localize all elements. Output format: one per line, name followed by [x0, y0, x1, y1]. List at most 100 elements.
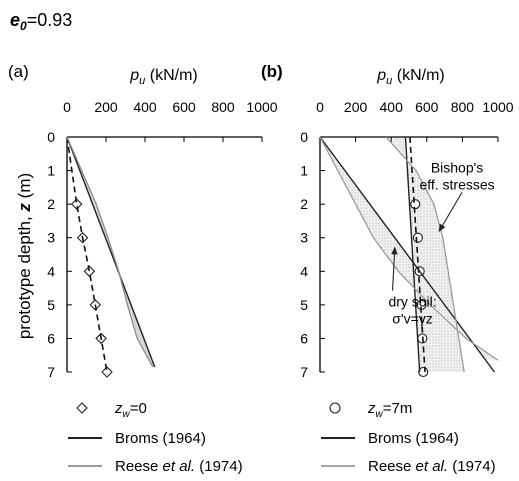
legend-sub: w	[123, 409, 131, 420]
panel-b-xlabel-var: p	[376, 67, 386, 84]
legend-symbol-circle	[329, 402, 341, 414]
panel-a-xlabel-var: p	[129, 67, 139, 84]
annotation-arrow	[391, 246, 398, 291]
legend-var: z	[114, 400, 123, 417]
y-tick-label: 5	[300, 297, 308, 313]
x-tick-label: 600	[172, 99, 196, 115]
data-point-circle	[412, 232, 423, 243]
x-tick-label: 200	[94, 99, 118, 115]
panel-b-legend: zw=7m Broms (1964) Reese et al. (1974)	[321, 400, 496, 475]
y-axis-label: prototype depth, z (m)	[15, 173, 34, 339]
x-tick-label: 400	[133, 99, 157, 115]
y-tick-label: 2	[300, 196, 308, 212]
y-axis-label-pre: prototype depth,	[15, 212, 34, 340]
x-tick-label: 0	[316, 99, 324, 115]
legend-item-broms: Broms (1964)	[68, 430, 206, 447]
legend-label: zw=0	[114, 400, 147, 420]
panel-a-plot: 0 200 400 600 800 1000 0 1 2 3 4 5 6 7	[47, 99, 278, 380]
legend-item-reese: Reese et al. (1974)	[68, 458, 243, 475]
legend-rest: (1974)	[448, 458, 496, 475]
y-tick-label: 6	[300, 330, 308, 346]
annotation-formula: σ'v=γz	[392, 311, 433, 327]
panel-a-xlabel: pu (kN/m)	[129, 67, 197, 87]
void-ratio-label: e0=0.93	[10, 10, 72, 33]
y-tick-label: 2	[47, 196, 55, 212]
legend-label: Broms (1964)	[115, 430, 206, 447]
legend-item-zw7: zw=7m	[329, 400, 412, 420]
panel-b: (b) pu (kN/m) 0 200 400 600 800 1000 0 1 2 3 4 5 6 7 B…	[261, 62, 514, 475]
legend-label: Reese et al. (1974)	[115, 458, 243, 475]
legend-item-broms: Broms (1964)	[321, 430, 459, 447]
series-reese-dry	[319, 136, 499, 361]
y-axis-label-var: z	[15, 203, 34, 213]
x-tick-label: 1000	[246, 99, 277, 115]
x-tick-label: 800	[451, 99, 475, 115]
x-tick-label: 600	[415, 99, 439, 115]
panel-b-label: (b)	[261, 62, 283, 81]
series-reese	[66, 136, 154, 368]
series-broms-dry	[319, 136, 496, 373]
legend-var: z	[367, 400, 376, 417]
panel-b-xlabel: pu (kN/m)	[376, 67, 444, 87]
series-broms-bishop	[404, 136, 421, 373]
data-point-diamond	[83, 265, 96, 278]
legend-rest: =0	[130, 400, 147, 417]
x-tick-label: 1000	[482, 99, 513, 115]
legend-label: Reese et al. (1974)	[368, 458, 496, 475]
legend-label: zw=7m	[367, 400, 412, 420]
void-ratio-sub: 0	[20, 19, 27, 33]
legend-symbol-diamond	[76, 402, 88, 414]
panel-a-xlabel-unit: (kN/m)	[145, 67, 197, 84]
x-tick-label: 800	[211, 99, 235, 115]
legend-plain: Broms (1964)	[115, 430, 206, 447]
legend-item-reese: Reese et al. (1974)	[321, 458, 496, 475]
data-point-diamond	[101, 366, 113, 378]
series-broms	[66, 136, 156, 368]
panel-b-xlabel-unit: (kN/m)	[392, 67, 444, 84]
data-point-diamond	[70, 198, 83, 210]
x-tick-label: 0	[63, 99, 71, 115]
annotation-text: Bishop's	[431, 159, 483, 175]
legend-label: Broms (1964)	[368, 430, 459, 447]
legend-rest: =7m	[383, 400, 413, 417]
x-tick-label: 200	[344, 99, 368, 115]
y-tick-label: 4	[300, 263, 308, 279]
y-tick-label: 3	[47, 230, 55, 246]
legend-item-zw0: zw=0	[76, 400, 147, 420]
panel-a-label: (a)	[8, 62, 29, 81]
x-tick-label: 400	[380, 99, 404, 115]
panel-a: (a) pu (kN/m) prototype depth, z (m) 0 20…	[8, 62, 278, 475]
annotation-text: eff. stresses	[419, 176, 494, 192]
legend-rest: (1974)	[195, 458, 243, 475]
panel-b-xlabel-sub: u	[386, 75, 392, 87]
y-tick-label: 0	[47, 129, 55, 145]
y-tick-label: 1	[300, 163, 308, 179]
panel-b-band-2	[385, 137, 465, 372]
y-tick-label: 6	[47, 330, 55, 346]
data-point-circle	[410, 199, 421, 210]
legend-plain: Reese	[368, 458, 416, 475]
y-tick-label: 0	[300, 129, 308, 145]
annotation-dry: dry soil:σ'v=γz	[388, 246, 437, 327]
y-tick-label: 7	[47, 364, 55, 380]
legend-plain: Reese	[115, 458, 163, 475]
legend-italic: et al.	[163, 458, 196, 475]
y-axis-label-unit: (m)	[15, 173, 34, 203]
y-tick-label: 5	[47, 297, 55, 313]
annotation-arrow	[438, 191, 463, 232]
void-ratio-value: =0.93	[27, 10, 73, 30]
y-tick-label: 4	[47, 263, 55, 279]
void-ratio-var: e	[10, 10, 20, 30]
legend-italic: et al.	[416, 458, 449, 475]
series-zw0-trend	[66, 136, 108, 373]
y-tick-label: 1	[47, 163, 55, 179]
y-tick-label: 3	[300, 230, 308, 246]
y-tick-label: 7	[300, 364, 308, 380]
legend-plain: Broms (1964)	[368, 430, 459, 447]
series-reese-bishop	[385, 136, 465, 373]
panel-a-xlabel-sub: u	[139, 75, 145, 87]
legend-sub: w	[376, 409, 384, 420]
